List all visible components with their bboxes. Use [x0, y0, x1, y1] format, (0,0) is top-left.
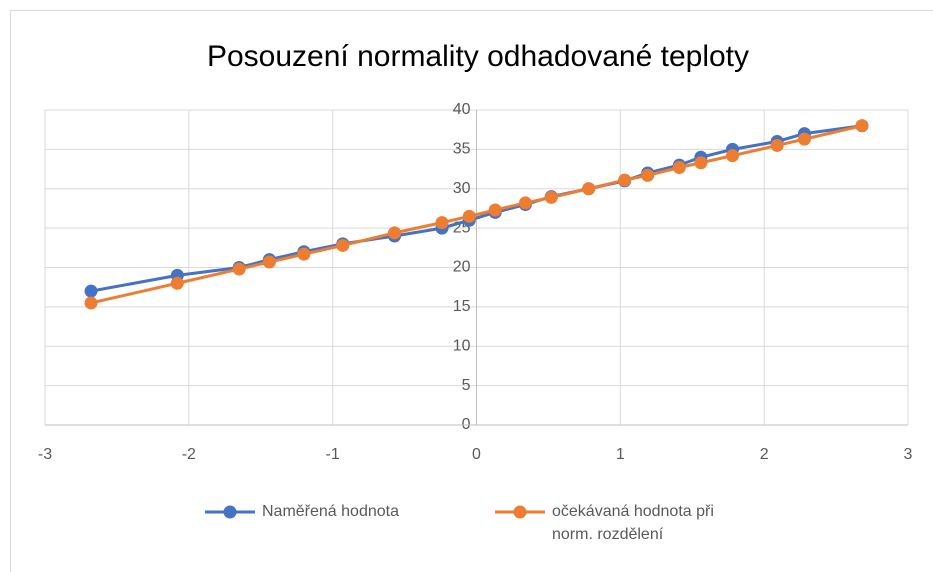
point — [435, 216, 449, 230]
x-tick-label: -3 — [38, 446, 52, 463]
point — [336, 238, 350, 252]
point — [232, 262, 246, 276]
point — [544, 190, 558, 204]
point — [770, 138, 784, 152]
x-tick-label: -1 — [326, 446, 340, 463]
point — [518, 196, 532, 210]
point — [726, 149, 740, 163]
point — [84, 284, 98, 298]
y-tick-label: 35 — [453, 141, 471, 158]
point — [618, 173, 632, 187]
point — [84, 296, 98, 310]
point — [694, 156, 708, 170]
chart-title: Posouzení normality odhadované teploty — [207, 40, 749, 73]
y-tick-label: 5 — [462, 377, 471, 394]
point — [462, 209, 476, 223]
point — [488, 203, 502, 217]
x-tick-label: 3 — [904, 446, 913, 463]
point — [582, 182, 596, 196]
point — [262, 255, 276, 269]
point — [672, 160, 686, 174]
point — [170, 276, 184, 290]
legend-marker — [223, 505, 237, 519]
y-tick-label: 15 — [453, 298, 471, 315]
legend-marker — [513, 505, 527, 519]
legend-label: Naměřená hodnota — [262, 503, 399, 520]
y-tick-label: 20 — [453, 259, 471, 276]
y-tick-label: 30 — [453, 180, 471, 197]
legend-label: očekávaná hodnota při norm. rozdělení — [552, 503, 714, 543]
x-tick-label: -2 — [182, 446, 196, 463]
x-tick-label: 1 — [616, 446, 625, 463]
x-tick-label: 0 — [472, 446, 481, 463]
chart-border — [10, 10, 933, 572]
point — [797, 132, 811, 146]
x-tick-label: 2 — [760, 446, 769, 463]
point — [855, 119, 869, 133]
y-tick-label: 10 — [453, 337, 471, 354]
point — [297, 247, 311, 261]
point — [641, 168, 655, 182]
point — [388, 226, 402, 240]
y-tick-label: 40 — [453, 101, 471, 118]
